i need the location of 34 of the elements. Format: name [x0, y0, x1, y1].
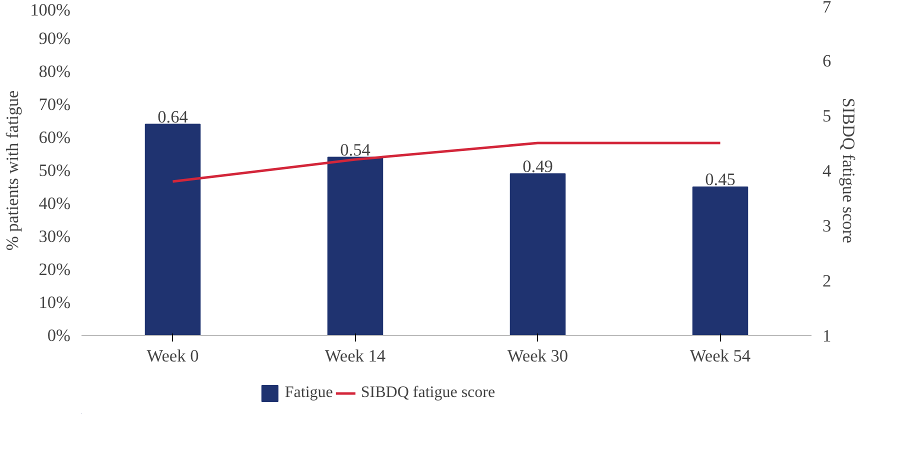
bar: [327, 156, 384, 336]
y-tick-label: 0%: [47, 326, 71, 345]
y-tick-label: 100%: [30, 0, 71, 20]
y-tick-label: 90%: [38, 29, 71, 48]
y-tick-label: 80%: [38, 62, 71, 81]
data-label: 0.54: [340, 140, 371, 160]
data-label: 0.45: [705, 170, 736, 189]
y-tick-label: 20%: [38, 260, 71, 279]
y-tick-label: 40%: [38, 194, 71, 213]
y-tick-label: 50%: [38, 161, 71, 180]
y2-tick-label: 4: [822, 162, 832, 180]
y2-tick-label: 5: [822, 106, 832, 126]
x-tick-label: Week 30: [507, 346, 568, 366]
x-tick-label: Week 54: [690, 346, 751, 366]
bar: [510, 173, 566, 336]
y2-axis-title: SIBDQ fatigue score: [839, 98, 858, 244]
legend-label: SIBDQ fatigue score: [360, 384, 496, 402]
data-label: 0.49: [522, 156, 553, 176]
y2-tick-label: 3: [822, 216, 832, 236]
y-axis-title: % patients with fatigue: [3, 90, 22, 251]
bar: [692, 186, 748, 336]
data-label: 0.64: [158, 107, 188, 126]
y2-tick-label: 2: [822, 272, 832, 290]
y-tick-label: 60%: [38, 128, 71, 147]
y-tick-label: 10%: [38, 293, 71, 312]
bar: [144, 124, 201, 336]
y2-tick-label: 6: [822, 52, 832, 70]
y-tick-label: 70%: [38, 95, 71, 114]
y2-tick-label: 7: [822, 0, 832, 16]
y2-tick-label: 1: [822, 326, 832, 346]
x-tick-label: Week 14: [324, 346, 386, 366]
legend-label: Fatigue: [284, 384, 333, 402]
x-tick-label: Week 0: [146, 346, 199, 366]
y-tick-label: 30%: [38, 227, 71, 246]
